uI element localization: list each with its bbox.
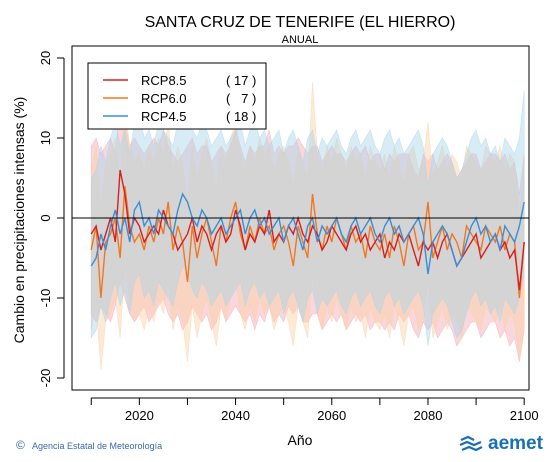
copyright-symbol: © [16,438,25,452]
x-tick-label: 2020 [125,408,154,423]
legend-item-rcp60: RCP6.0 ( 7 ) [103,91,256,106]
aemet-logo-mark-icon [459,435,483,452]
x-tick-label: 2040 [221,408,250,423]
y-axis: -20 -10 0 10 20 [38,51,65,388]
y-axis-label: Cambio en precipitaciones intensas (%) [11,97,27,344]
x-tick-label: 2100 [510,408,539,423]
legend-label: RCP4.5 [141,109,187,124]
x-axis: 2020 2040 2060 2080 2100 [90,397,539,423]
legend-label: RCP6.0 [141,91,187,106]
legend-label: RCP8.5 [141,73,187,88]
aemet-logo: aemet [458,432,543,456]
legend-box [87,62,267,130]
legend-count: ( 17 ) [226,73,256,88]
aemet-logo-text: aemet [488,433,543,454]
footer-credit: Agencia Estatal de Meteorología [32,441,163,451]
legend: RCP8.5 ( 17 ) RCP6.0 ( 7 ) RCP4.5 ( 18 ) [87,62,267,130]
line-rcp60 [90,185,525,299]
x-tick-label: 2080 [414,408,443,423]
x-tick-label: 2060 [317,408,346,423]
chart-title: SANTA CRUZ DE TENERIFE (EL HIERRO) [145,14,456,31]
chart-subtitle: ANUAL [282,34,319,46]
plot-frame [71,45,530,391]
y-tick-label: -10 [38,289,53,308]
x-axis-label: Año [288,432,313,448]
y-tick-label: 10 [38,131,53,145]
y-tick-label: 20 [38,51,53,65]
y-tick-label: 0 [38,214,53,221]
legend-item-rcp85: RCP8.5 ( 17 ) [103,73,256,88]
legend-count: ( 7 ) [226,91,256,106]
legend-count: ( 18 ) [226,109,256,124]
y-tick-label: -20 [38,369,53,388]
legend-item-rcp45: RCP4.5 ( 18 ) [103,109,256,124]
